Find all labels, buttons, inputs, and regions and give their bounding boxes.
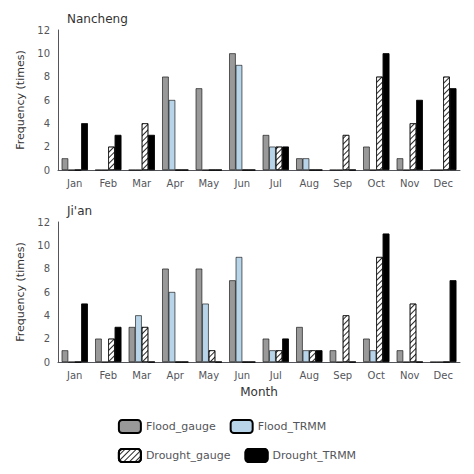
svg-text:Sep: Sep [333,370,352,381]
svg-text:0: 0 [44,357,50,368]
svg-text:Dec: Dec [434,178,453,189]
svg-text:10: 10 [37,48,50,59]
svg-text:Sep: Sep [333,178,352,189]
svg-text:Frequency (times): Frequency (times) [14,242,27,342]
svg-text:4: 4 [44,310,50,321]
svg-text:Mar: Mar [132,178,152,189]
svg-text:2: 2 [44,333,50,344]
svg-text:Month: Month [240,385,278,399]
svg-text:0: 0 [44,165,50,176]
svg-text:12: 12 [37,217,50,228]
svg-text:Jul: Jul [269,370,282,381]
svg-text:Jul: Jul [269,178,282,189]
svg-text:Apr: Apr [167,178,185,189]
svg-text:Drought_gauge: Drought_gauge [146,449,231,462]
svg-text:Aug: Aug [299,370,319,381]
svg-text:Oct: Oct [368,370,385,381]
svg-text:Nov: Nov [400,370,420,381]
svg-text:Drought_TRMM: Drought_TRMM [273,449,357,462]
svg-text:May: May [198,178,219,189]
svg-text:Feb: Feb [99,178,117,189]
svg-text:6: 6 [44,287,50,298]
svg-text:Apr: Apr [167,370,185,381]
svg-text:4: 4 [44,118,50,129]
svg-text:6: 6 [44,95,50,106]
svg-text:Frequency (times): Frequency (times) [14,50,27,150]
svg-text:Mar: Mar [132,370,152,381]
svg-text:Nov: Nov [400,178,420,189]
svg-text:12: 12 [37,25,50,36]
svg-text:Jan: Jan [66,178,82,189]
svg-text:Jun: Jun [233,370,250,381]
svg-text:Jun: Jun [233,178,250,189]
svg-text:Ji'an: Ji'an [66,204,92,218]
svg-text:Nancheng: Nancheng [67,12,128,26]
svg-text:Feb: Feb [99,370,117,381]
svg-text:Flood_gauge: Flood_gauge [146,420,216,433]
svg-text:8: 8 [44,263,50,274]
svg-text:May: May [198,370,219,381]
svg-text:Aug: Aug [299,178,319,189]
svg-text:8: 8 [44,71,50,82]
svg-text:Oct: Oct [368,178,385,189]
svg-text:Dec: Dec [434,370,453,381]
svg-text:Flood_TRMM: Flood_TRMM [258,420,327,433]
svg-text:10: 10 [37,240,50,251]
svg-text:Jan: Jan [66,370,82,381]
svg-text:2: 2 [44,141,50,152]
